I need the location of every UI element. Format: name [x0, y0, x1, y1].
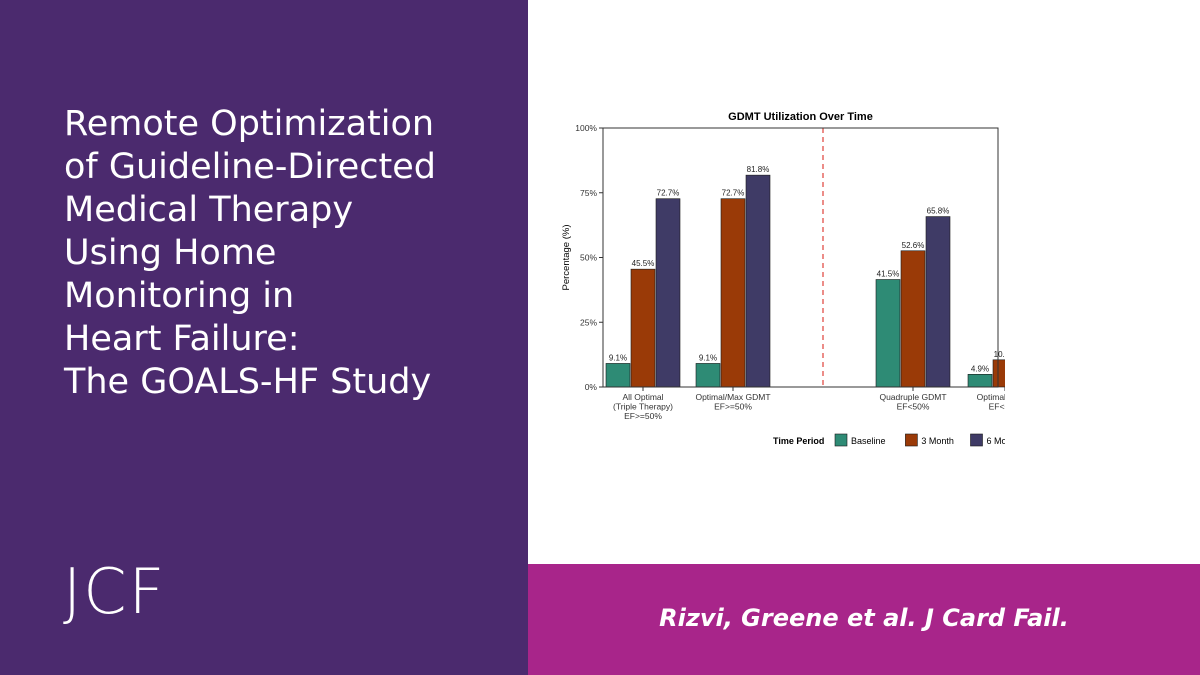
bar-chart: GDMT Utilization Over Time Percentage (%)… — [561, 111, 1006, 447]
bar — [925, 216, 951, 388]
bar-value-label: 65.8% — [927, 207, 950, 216]
bar — [967, 374, 993, 388]
legend-swatch — [970, 433, 983, 447]
bar-value-label: 52.6% — [902, 241, 925, 250]
y-tick-label: 50% — [580, 253, 597, 263]
legend-swatch — [905, 433, 918, 447]
bar — [900, 250, 926, 388]
y-axis-label: Percentage (%) — [561, 224, 572, 290]
y-tick-label: 75% — [580, 188, 597, 198]
legend-label: 3 Month — [921, 436, 954, 446]
legend-label: Baseline — [851, 436, 886, 446]
citation-bar: Rizvi, Greene et al. J Card Fail. — [528, 564, 1200, 675]
chart-title: GDMT Utilization Over Time — [728, 111, 873, 123]
left-panel: Remote Optimization of Guideline-Directe… — [0, 0, 528, 675]
legend-label: 6 Month — [987, 436, 1006, 446]
legend-title: Time Period — [773, 436, 824, 446]
y-tick-label: 100% — [575, 123, 597, 133]
x-tick-label: Optimal/Max GDMT — [695, 392, 770, 402]
citation-text: Rizvi, Greene et al. J Card Fail. — [659, 604, 1069, 632]
bar — [992, 359, 1005, 388]
title-line: Using Home — [64, 233, 277, 273]
bar — [695, 363, 721, 388]
title-line: Remote Optimization — [64, 104, 435, 144]
title-line: The GOALS-HF Study — [64, 362, 432, 402]
bar-value-label: 9.1% — [699, 353, 717, 362]
x-tick-label: EF<50% — [897, 402, 930, 412]
bar-value-label: 81.8% — [747, 165, 770, 174]
title-line: Monitoring in — [64, 276, 295, 316]
journal-logo: JCF — [63, 555, 167, 628]
title-line: of Guideline-Directed — [64, 147, 436, 187]
bar — [605, 363, 631, 388]
x-tick-label: (Triple Therapy) — [613, 402, 673, 412]
y-tick-label: 25% — [580, 317, 597, 327]
bar-value-label: 9.1% — [609, 353, 627, 362]
bar-value-label: 72.7% — [657, 189, 680, 198]
x-tick-label: EF>=50% — [714, 402, 752, 412]
y-tick-label: 0% — [585, 382, 598, 392]
bar — [630, 268, 656, 388]
bar-value-label: 45.5% — [632, 259, 655, 268]
plot-border — [602, 127, 999, 388]
bar-value-label: 72.7% — [722, 189, 745, 198]
x-tick-label: EF>=50% — [624, 411, 662, 421]
bar — [875, 279, 901, 388]
x-tick-label: Quadruple GDMT — [879, 392, 946, 402]
article-title: Remote Optimization of Guideline-Directe… — [64, 103, 514, 404]
bar-value-label: 10.5% — [994, 350, 1005, 359]
bar — [745, 174, 771, 388]
x-tick-label: All Optimal — [622, 392, 663, 402]
bar — [655, 198, 681, 388]
bar-value-label: 4.9% — [971, 364, 989, 373]
bar — [720, 198, 746, 388]
legend-swatch — [834, 433, 848, 447]
title-line: Heart Failure: — [64, 319, 300, 359]
title-line: Medical Therapy — [64, 190, 354, 230]
x-tick-label: Optimal GDMT — [977, 392, 1005, 402]
x-tick-label: EF<50% — [989, 402, 1005, 412]
bar-value-label: 41.5% — [877, 270, 900, 279]
